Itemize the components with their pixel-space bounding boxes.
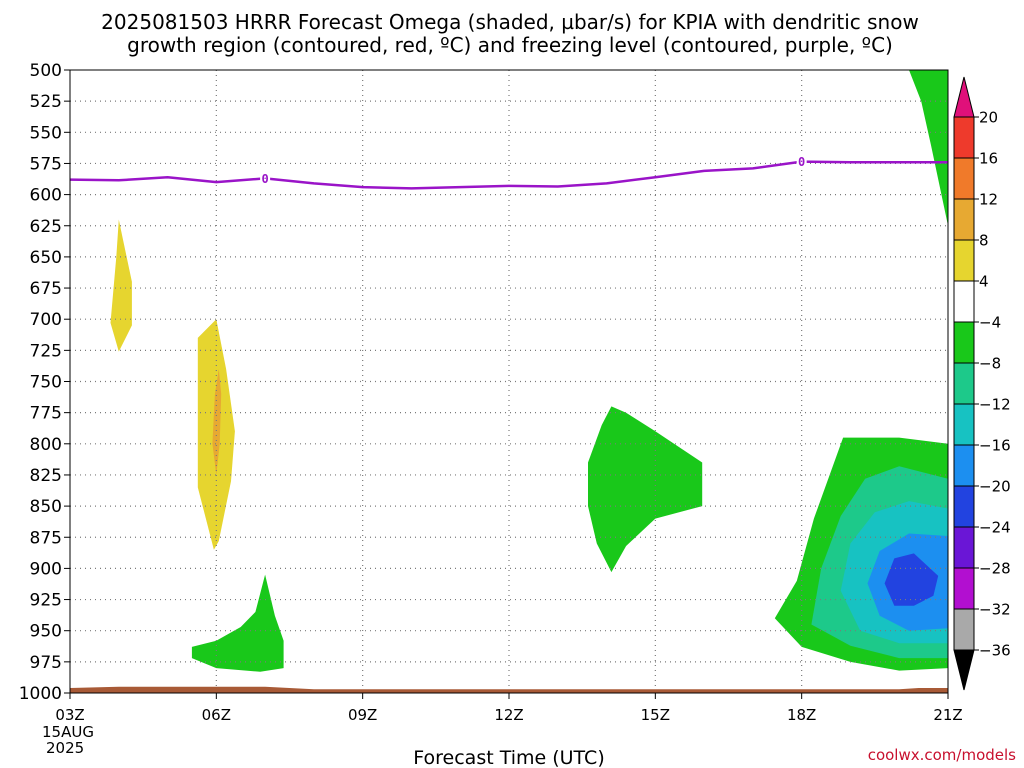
site-credit: coolwx.com/models xyxy=(868,746,1016,764)
colorbar-tick-label-5: 4 xyxy=(979,273,989,291)
colorbar-bin-7 xyxy=(953,321,975,364)
freezing-level-label-bg-1 xyxy=(260,171,271,185)
colorbar-bin-10 xyxy=(953,444,975,487)
omega-region-3 xyxy=(212,369,222,475)
colorbar-tick-label-3: 12 xyxy=(979,191,998,209)
y-axis-ticks: 500 525 550 575 600 625 650 675 700 725 750 775 800 8… xyxy=(19,61,70,704)
y-tick-label-525: 525 xyxy=(30,92,62,112)
colorbar-bin-2 xyxy=(953,116,975,159)
chart-title-line-1: 2025081503 HRRR Forecast Omega (shaded, … xyxy=(101,10,919,34)
y-tick-label-875: 875 xyxy=(30,528,62,548)
freezing-level-label-bg-2 xyxy=(796,154,807,168)
x-date-label-year: 2025 xyxy=(46,739,84,757)
omega-region-4 xyxy=(191,574,284,672)
freezing-level-label-1: 0 xyxy=(261,172,268,186)
x-axis-label: Forecast Time (UTC) xyxy=(413,747,604,768)
colorbar-bin-1 xyxy=(953,76,975,118)
y-tick-label-1000: 1000 xyxy=(19,684,62,704)
colorbar-bin-14 xyxy=(953,608,975,651)
colorbar-tick-label-1: 20 xyxy=(979,109,998,127)
colorbar-tick-label-8: −12 xyxy=(979,396,1011,414)
x-tick-label-03z: 03Z xyxy=(55,706,84,724)
y-tick-label-825: 825 xyxy=(30,466,62,486)
x-tick-label-12z: 12Z xyxy=(494,706,523,724)
colorbar-tick-label-6: −4 xyxy=(979,314,1001,332)
colorbar-bin-15 xyxy=(953,649,975,691)
colorbar-bin-4 xyxy=(953,198,975,241)
ground-band xyxy=(70,686,948,693)
colorbar-tick-label-7: −8 xyxy=(979,355,1001,373)
colorbar-bin-13 xyxy=(953,567,975,610)
y-tick-label-950: 950 xyxy=(30,622,62,642)
y-tick-label-700: 700 xyxy=(30,310,62,330)
colorbar-tick-label-12: −28 xyxy=(979,560,1011,578)
omega-region-5 xyxy=(588,406,703,573)
colorbar: 20 16 12 8 4 −4 −8 −12 −16 −20 −24 −28 −32 −36 xyxy=(953,76,1011,691)
omega-region-6 xyxy=(909,70,948,226)
freezing-level: 00 xyxy=(69,154,948,190)
colorbar-tick-label-11: −24 xyxy=(979,519,1011,537)
omega-shaded-regions xyxy=(110,70,948,672)
colorbar-bin-12 xyxy=(953,526,975,569)
x-tick-label-18z: 18Z xyxy=(787,706,816,724)
y-tick-label-775: 775 xyxy=(30,404,62,424)
y-tick-label-500: 500 xyxy=(30,61,62,81)
y-tick-label-975: 975 xyxy=(30,653,62,673)
y-tick-label-650: 650 xyxy=(30,248,62,268)
ground-surface xyxy=(70,686,948,693)
colorbar-tick-label-2: 16 xyxy=(979,150,998,168)
x-date-label-day: 15AUG xyxy=(42,723,94,741)
x-tick-label-15z: 15Z xyxy=(641,706,670,724)
chart-title-line-2: growth region (contoured, red, ºC) and f… xyxy=(127,33,893,57)
colorbar-tick-label-10: −20 xyxy=(979,478,1011,496)
colorbar-bin-9 xyxy=(953,403,975,446)
colorbar-bin-11 xyxy=(953,485,975,528)
x-axis-ticks: 03Z 06Z 09Z 12Z 15Z 18Z 21Z xyxy=(55,693,963,724)
y-tick-label-550: 550 xyxy=(30,123,62,143)
colorbar-bin-6 xyxy=(953,280,975,323)
y-tick-label-850: 850 xyxy=(30,497,62,517)
colorbar-tick-label-4: 8 xyxy=(979,232,989,250)
y-tick-label-900: 900 xyxy=(30,559,62,579)
y-tick-label-800: 800 xyxy=(30,435,62,455)
colorbar-tick-label-13: −32 xyxy=(979,601,1011,619)
y-tick-label-725: 725 xyxy=(30,341,62,361)
y-tick-label-625: 625 xyxy=(30,217,62,237)
y-tick-label-600: 600 xyxy=(30,186,62,206)
x-tick-label-21z: 21Z xyxy=(933,706,962,724)
omega-region-1 xyxy=(110,219,132,352)
x-tick-label-09z: 09Z xyxy=(348,706,377,724)
y-tick-label-675: 675 xyxy=(30,279,62,299)
colorbar-bin-8 xyxy=(953,362,975,405)
colorbar-bin-3 xyxy=(953,157,975,200)
y-tick-label-575: 575 xyxy=(30,154,62,174)
y-tick-label-750: 750 xyxy=(30,373,62,393)
freezing-level-label-2: 0 xyxy=(798,155,805,169)
y-tick-label-925: 925 xyxy=(30,591,62,611)
colorbar-bin-5 xyxy=(953,239,975,282)
colorbar-tick-label-9: −16 xyxy=(979,437,1011,455)
x-tick-label-06z: 06Z xyxy=(202,706,231,724)
colorbar-tick-label-14: −36 xyxy=(979,642,1011,660)
omega-region-11 xyxy=(884,553,939,606)
